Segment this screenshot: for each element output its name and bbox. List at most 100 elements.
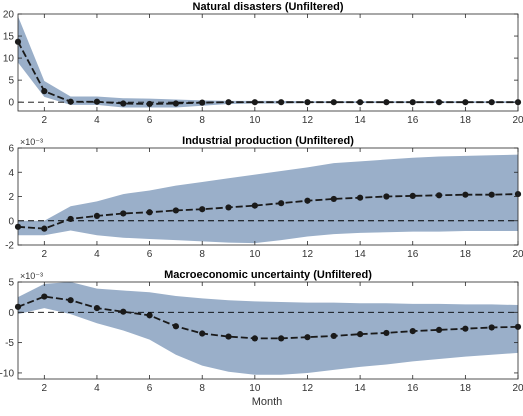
data-point <box>120 210 127 217</box>
y-tick-label: 4 <box>8 168 14 179</box>
data-point <box>330 332 337 340</box>
x-tick-label: 12 <box>302 115 314 126</box>
y-exponent-label: ×10⁻³ <box>20 137 43 147</box>
x-tick-label: 6 <box>147 383 153 394</box>
data-point <box>172 100 179 107</box>
data-point <box>304 334 311 341</box>
x-tick-label: 10 <box>249 115 261 126</box>
x-tick-label: 2 <box>42 115 48 126</box>
x-tick-label: 4 <box>94 249 100 260</box>
data-point <box>330 195 337 203</box>
data-point <box>488 99 495 106</box>
x-tick-label: 18 <box>460 249 472 260</box>
x-tick-label: 4 <box>94 383 100 394</box>
data-point <box>67 215 74 223</box>
y-tick-label: 20 <box>3 10 15 21</box>
x-tick-label: 8 <box>199 249 205 260</box>
data-point <box>462 325 469 332</box>
data-point <box>383 193 390 200</box>
data-point <box>146 100 153 108</box>
x-tick-label: 16 <box>407 115 419 126</box>
chart-panel-3: 2 4 6 8 10 12 14 16 18 20 -10 -5 0 5 ×10⁻³ Macroeconomi… <box>0 269 523 394</box>
x-tick-label: 12 <box>302 383 314 394</box>
x-tick-label: 12 <box>302 249 314 260</box>
data-point <box>93 304 101 312</box>
y-tick-label: 0 <box>8 216 14 227</box>
data-point <box>435 192 443 199</box>
data-point <box>251 335 258 342</box>
x-tick-label: 20 <box>512 115 523 126</box>
x-tick-label: 16 <box>407 249 419 260</box>
data-point <box>146 312 153 319</box>
y-exponent-label: ×10⁻³ <box>20 271 43 281</box>
chart-title: Industrial production (Unfiltered) <box>182 135 354 147</box>
data-point <box>409 192 416 199</box>
data-point <box>251 99 258 106</box>
chart-title: Macroeconomic uncertainty (Unfiltered) <box>164 269 372 281</box>
data-point <box>251 202 258 209</box>
data-point <box>278 335 285 342</box>
y-tick-label: 0 <box>8 308 14 319</box>
x-tick-label: 20 <box>512 383 523 394</box>
y-tick-label: 10 <box>3 54 15 65</box>
data-point <box>93 98 101 105</box>
data-point <box>172 323 179 330</box>
data-point <box>409 99 416 106</box>
y-tick-label: -2 <box>5 241 14 252</box>
x-tick-label: 2 <box>42 383 48 394</box>
confidence-band <box>18 282 518 375</box>
data-point <box>304 99 311 106</box>
series-line <box>18 193 518 230</box>
data-point <box>67 297 74 304</box>
plot-frame <box>17 13 519 112</box>
series-line <box>18 295 518 340</box>
x-axis-label: Month <box>252 396 283 408</box>
data-point <box>172 207 179 214</box>
data-point <box>383 99 390 106</box>
data-point <box>357 194 364 201</box>
data-point <box>304 197 311 204</box>
data-point <box>199 206 206 213</box>
y-tick-label: 5 <box>8 278 14 289</box>
data-point <box>146 209 153 216</box>
data-point <box>462 99 469 106</box>
data-point <box>330 99 337 106</box>
data-point <box>357 331 364 338</box>
x-tick-label: 20 <box>512 249 523 260</box>
data-point <box>41 225 48 232</box>
data-point <box>199 330 206 337</box>
data-point <box>67 98 74 105</box>
x-tick-label: 4 <box>94 115 100 126</box>
x-tick-label: 10 <box>249 249 261 260</box>
data-point <box>120 308 127 315</box>
chart-title: Natural disasters (Unfiltered) <box>193 1 344 13</box>
data-point <box>199 99 206 106</box>
data-point <box>409 328 416 335</box>
data-point <box>120 100 127 107</box>
series-line <box>18 41 518 105</box>
y-tick-label: 2 <box>8 192 14 203</box>
x-tick-label: 10 <box>249 383 261 394</box>
data-point <box>488 191 495 198</box>
x-tick-label: 14 <box>355 115 367 126</box>
data-point <box>278 200 285 207</box>
y-tick-label: 6 <box>8 144 14 155</box>
data-point <box>435 326 443 333</box>
y-tick-label: 5 <box>8 76 14 87</box>
data-point <box>357 99 364 106</box>
data-point <box>225 99 232 106</box>
chart-panel-2: 2 4 6 8 10 12 14 16 18 20 -2 0 2 4 6 ×10⁻³ Industrial pr… <box>5 135 523 260</box>
y-tick-label: -10 <box>0 368 14 379</box>
x-tick-label: 14 <box>355 383 367 394</box>
x-tick-label: 2 <box>42 249 48 260</box>
data-point <box>383 329 390 337</box>
y-tick-label: 0 <box>8 98 14 109</box>
chart-panel-1: 2 4 6 8 10 12 14 16 18 20 0 5 10 15 20 Natural disaster… <box>3 1 523 126</box>
y-tick-label: 15 <box>3 32 15 43</box>
data-point <box>462 191 469 198</box>
confidence-band <box>18 16 518 108</box>
x-tick-label: 18 <box>460 115 472 126</box>
x-tick-label: 16 <box>407 383 419 394</box>
